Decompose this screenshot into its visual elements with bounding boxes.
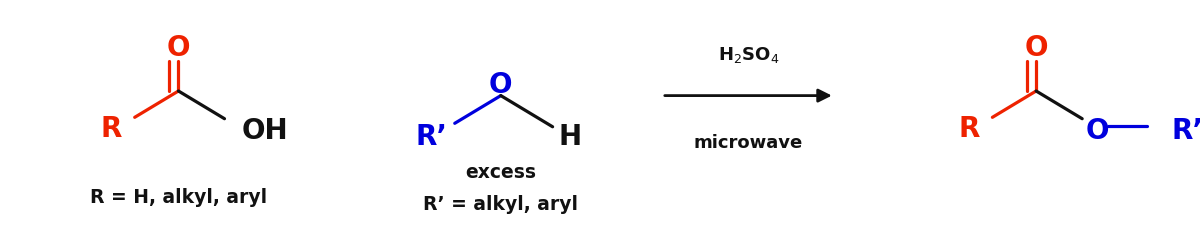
- Text: R: R: [959, 114, 980, 142]
- Text: H: H: [558, 123, 582, 150]
- Text: microwave: microwave: [694, 133, 803, 151]
- Text: R: R: [101, 114, 122, 142]
- Text: O: O: [167, 34, 190, 62]
- Text: O: O: [490, 71, 512, 99]
- Text: H$_2$SO$_4$: H$_2$SO$_4$: [718, 45, 779, 65]
- Text: OH: OH: [241, 117, 288, 144]
- Text: R’: R’: [415, 123, 448, 150]
- Text: excess: excess: [466, 162, 536, 181]
- Text: R’: R’: [1172, 117, 1200, 144]
- Text: O: O: [1025, 34, 1048, 62]
- Text: O: O: [1086, 117, 1109, 144]
- Text: R = H, alkyl, aryl: R = H, alkyl, aryl: [90, 188, 268, 206]
- Text: R’ = alkyl, aryl: R’ = alkyl, aryl: [424, 194, 578, 213]
